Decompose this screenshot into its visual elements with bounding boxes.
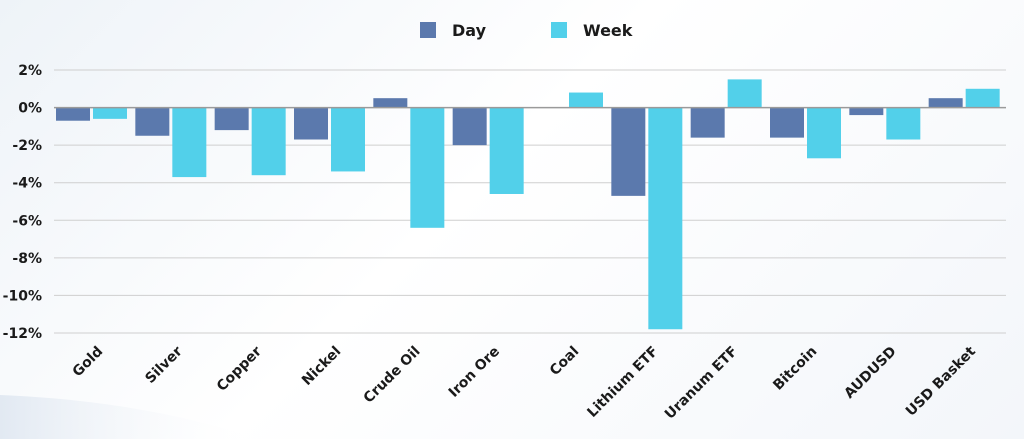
bar-week-uranum-etf[interactable] (727, 79, 762, 108)
x-tick-label: Gold (70, 344, 107, 381)
bars (56, 79, 1000, 330)
gridlines (54, 69, 1006, 334)
bar-day-usd-basket[interactable] (928, 98, 963, 108)
y-tick-label: -8% (12, 251, 42, 267)
bar-week-silver[interactable] (172, 107, 207, 178)
bar-day-nickel[interactable] (294, 107, 328, 140)
bar-day-bitcoin[interactable] (770, 107, 804, 138)
bar-week-iron-ore[interactable] (489, 107, 524, 194)
bar-week-nickel[interactable] (331, 107, 365, 172)
bar-week-coal[interactable] (569, 92, 603, 108)
bar-day-gold[interactable] (56, 107, 90, 121)
bar-week-bitcoin[interactable] (807, 107, 841, 159)
x-tick-label: Copper (214, 343, 265, 394)
legend-swatch-week (551, 22, 567, 38)
legend: Day Week (420, 21, 633, 40)
bar-day-silver[interactable] (135, 107, 170, 136)
bar-week-lithium-etf[interactable] (648, 107, 683, 330)
y-tick-label: 0% (18, 101, 42, 117)
x-tick-label: Crude Oil (361, 344, 424, 407)
background-swoosh (0, 395, 260, 439)
legend-item-day[interactable]: Day (420, 21, 487, 40)
bar-week-gold[interactable] (93, 107, 127, 119)
legend-label-week: Week (583, 21, 633, 40)
x-tick-label: Uranum ETF (662, 344, 741, 423)
x-tick-label: Bitcoin (770, 344, 820, 394)
legend-label-day: Day (452, 21, 487, 40)
x-axis-labels: Gold Silver Copper Nickel Crude Oil Iron Ore C… (70, 343, 980, 422)
y-tick-label: 2% (18, 63, 42, 79)
bar-week-audusd[interactable] (886, 107, 921, 140)
x-tick-label: Coal (547, 344, 582, 379)
x-tick-label: Iron Ore (446, 344, 503, 401)
x-tick-label: Silver (142, 343, 185, 386)
bar-day-uranum-etf[interactable] (690, 107, 725, 138)
legend-item-week[interactable]: Week (551, 21, 633, 40)
bar-week-usd-basket[interactable] (965, 88, 1000, 108)
y-tick-label: -6% (12, 213, 42, 229)
bar-week-crude-oil[interactable] (410, 107, 445, 228)
y-tick-label: -12% (3, 326, 42, 342)
bar-day-lithium-etf[interactable] (611, 107, 646, 196)
x-tick-label: AUDUSD (841, 344, 899, 402)
bar-week-copper[interactable] (251, 107, 286, 176)
x-tick-label: Lithium ETF (584, 344, 661, 421)
y-axis-ticks: 2% 0% -2% -4% -6% -8% -10% -12% (3, 63, 42, 342)
legend-swatch-day (420, 22, 436, 38)
x-tick-label: Nickel (299, 344, 344, 389)
y-tick-label: -10% (3, 288, 42, 304)
bar-day-iron-ore[interactable] (452, 107, 487, 146)
y-tick-label: -2% (12, 138, 42, 154)
bar-day-audusd[interactable] (849, 107, 884, 116)
bar-day-crude-oil[interactable] (373, 98, 408, 108)
y-tick-label: -4% (12, 176, 42, 192)
x-tick-label: USD Basket (903, 343, 979, 419)
bar-day-copper[interactable] (214, 107, 249, 131)
